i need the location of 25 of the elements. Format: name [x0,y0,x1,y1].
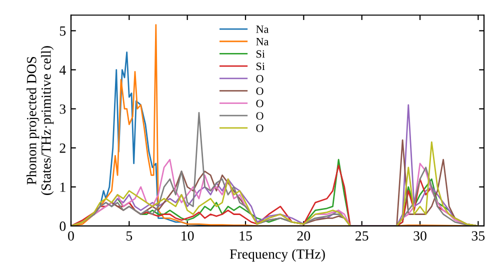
y-tick-label: 1 [60,182,66,192]
y-tick-label: 3 [60,104,66,114]
legend-label: O [256,112,264,120]
y-tick-label: 4 [59,65,66,75]
legend-label: O [256,87,264,95]
y-tick-label: 2 [60,143,66,153]
y-tick-label: 0 [60,222,66,231]
y-axis-title: Phonon projected DOS (States/THz·primitive cell) [26,46,54,195]
legend-label: Si [256,50,265,58]
y-tick-label: 5 [60,26,66,36]
x-tick-label: 5 [126,231,132,241]
x-tick-label: 20 [297,231,310,241]
x-tick-label: 35 [472,231,485,241]
x-tick-label: 10 [182,231,194,241]
x-tick-label: 30 [414,231,426,241]
legend-label: Si [256,62,265,70]
x-tick-label: 25 [356,231,368,241]
x-axis-title: Frequency (THz) [230,248,325,262]
legend-label: Na [256,26,269,34]
legend-label: O [256,100,264,108]
legend-label: O [256,75,264,82]
legend-label: Na [256,38,269,46]
x-tick-label: 15 [240,231,252,241]
x-tick-label: 0 [68,231,74,241]
legend-label: O [256,124,264,132]
